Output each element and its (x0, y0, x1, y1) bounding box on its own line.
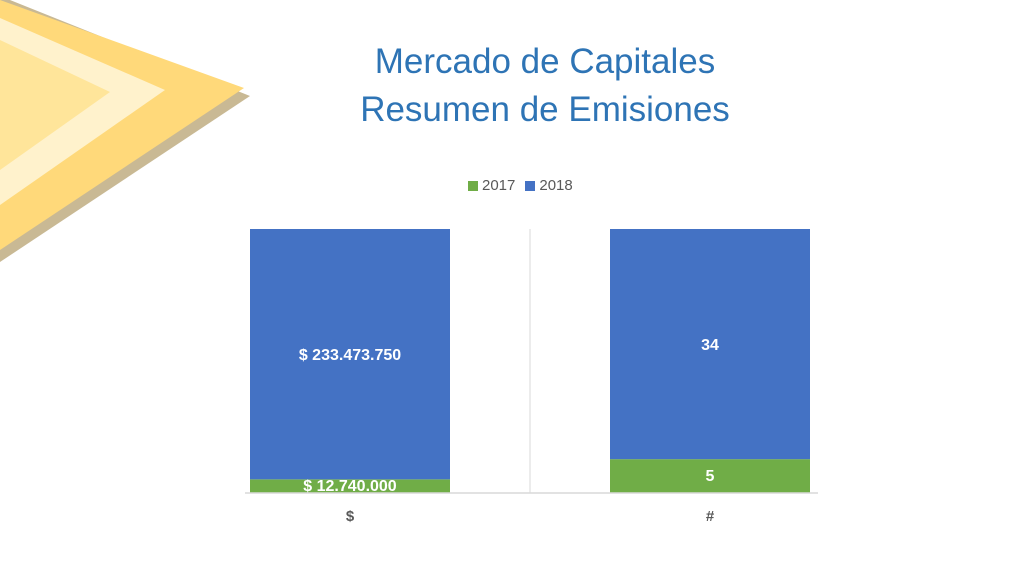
data-label-2017-panel-2: 5 (706, 468, 715, 485)
slide-title: Mercado de Capitales Resumen de Emisione… (0, 38, 1024, 134)
decorative-triangle-graphic (0, 0, 250, 262)
category-label-panel-2: # (706, 508, 715, 525)
bar-2017-panel-1 (250, 479, 450, 493)
legend-swatch-2017 (468, 180, 478, 191)
legend-label-2018: 2018 (539, 177, 573, 194)
legend-item-2017: 2017 (468, 177, 515, 194)
title-line-1: Mercado de Capitales (374, 42, 716, 81)
chart-legend: 2017 2018 (468, 177, 573, 194)
category-label-panel-1: $ (346, 508, 355, 525)
data-label-2018-panel-1: $ 233.473.750 (299, 347, 401, 364)
data-label-2017-panel-1: $ 12.740.000 (303, 478, 397, 495)
bar-2018-panel-2 (610, 229, 810, 460)
bar-2017-panel-2 (610, 459, 810, 493)
data-label-2018-panel-2: 34 (701, 337, 719, 354)
stacked-bar-chart: $ 12.740.000 $ 233.473.750 $5 34 # (245, 229, 818, 525)
legend-item-2018: 2018 (525, 177, 573, 194)
title-line-2: Resumen de Emisiones (360, 90, 730, 129)
decorative-inner-yellow-shape (0, 40, 110, 170)
legend-label-2017: 2017 (482, 177, 516, 194)
legend-swatch-2018 (525, 180, 536, 191)
bar-2018-panel-1 (250, 229, 450, 480)
